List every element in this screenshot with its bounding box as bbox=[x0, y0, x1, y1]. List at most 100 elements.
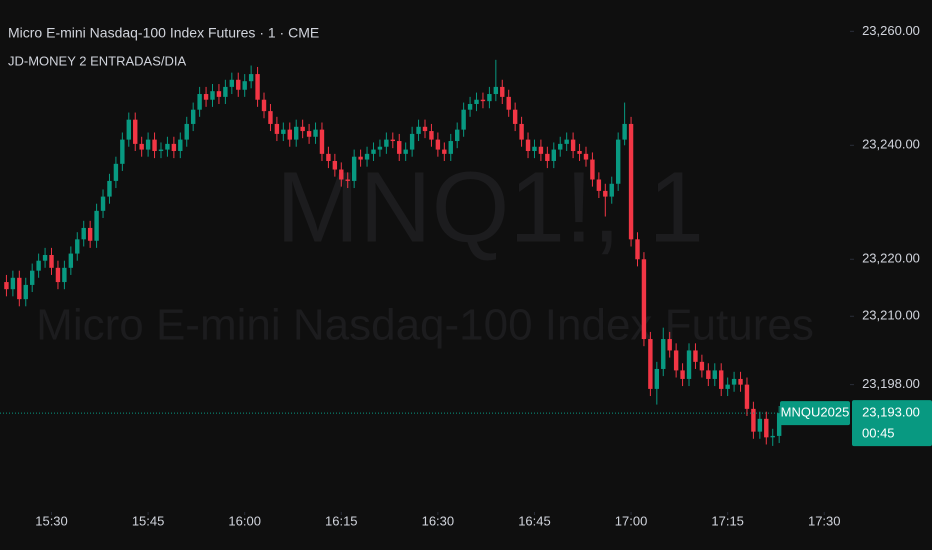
candle-body bbox=[42, 255, 48, 261]
candle-body bbox=[268, 111, 273, 124]
candle-body bbox=[294, 126, 299, 140]
candle-body bbox=[332, 160, 338, 170]
candle-body bbox=[403, 149, 408, 154]
candle-body bbox=[706, 370, 711, 379]
candle-body bbox=[583, 153, 589, 160]
candle-body bbox=[442, 149, 447, 154]
candle-body bbox=[126, 119, 131, 140]
candle-body bbox=[390, 139, 396, 142]
x-tick-label: 16:30 bbox=[422, 513, 455, 528]
x-tick-label: 17:00 bbox=[615, 513, 648, 528]
candle-body bbox=[351, 156, 357, 181]
candle-body bbox=[300, 126, 305, 132]
candle-body bbox=[23, 284, 28, 300]
candle-body bbox=[364, 153, 370, 160]
candle-body bbox=[416, 126, 421, 134]
candle-body bbox=[75, 239, 80, 254]
candle-body bbox=[371, 149, 376, 154]
candle-body bbox=[493, 86, 499, 95]
candle-body bbox=[738, 378, 743, 385]
candle-body bbox=[248, 74, 254, 82]
candle-body bbox=[590, 159, 595, 180]
candle-body bbox=[448, 141, 453, 154]
candle-body bbox=[596, 179, 602, 191]
candle-body bbox=[409, 133, 415, 150]
candle-body bbox=[577, 151, 582, 154]
y-tick-label: 23,210.00 bbox=[862, 308, 920, 323]
candle-body bbox=[165, 143, 170, 150]
candle-body bbox=[190, 109, 196, 124]
candle-body bbox=[744, 384, 750, 409]
chart-title: Micro E-mini Nasdaq-100 Index Futures · … bbox=[8, 25, 319, 41]
candle-body bbox=[512, 109, 518, 124]
last-price-label: 23,193.00 bbox=[862, 405, 920, 420]
candle-body bbox=[474, 99, 479, 104]
candle-body bbox=[384, 139, 389, 147]
indicator-label: JD-MONEY 2 ENTRADAS/DIA bbox=[8, 53, 187, 68]
countdown-label: 00:45 bbox=[862, 426, 895, 441]
candle-body bbox=[223, 86, 228, 97]
candle-body bbox=[229, 79, 235, 87]
candle-body bbox=[345, 179, 350, 181]
candle-body bbox=[87, 227, 93, 241]
candle-body bbox=[287, 129, 292, 140]
candle-body bbox=[36, 260, 41, 271]
candle-body bbox=[725, 384, 730, 389]
candle-body bbox=[178, 139, 183, 152]
candle-body bbox=[525, 139, 531, 152]
candle-body bbox=[49, 255, 54, 268]
candle-body bbox=[397, 141, 402, 154]
candle-body bbox=[319, 129, 325, 154]
candle-body bbox=[216, 91, 222, 97]
candle-body bbox=[29, 270, 35, 285]
y-tick-label: 23,260.00 bbox=[862, 23, 920, 38]
candle-body bbox=[686, 350, 692, 379]
candle-body bbox=[94, 210, 99, 241]
candle-body bbox=[113, 163, 119, 181]
candle-body bbox=[422, 126, 428, 132]
candle-body bbox=[731, 378, 737, 385]
candle-body bbox=[699, 361, 705, 371]
y-tick-label: 23,198.00 bbox=[862, 376, 920, 391]
candle-body bbox=[622, 123, 627, 140]
candle-body bbox=[435, 139, 441, 150]
symbol-label-box bbox=[780, 401, 850, 426]
candle-body bbox=[145, 139, 151, 150]
x-tick-label: 16:00 bbox=[228, 513, 261, 528]
candle-body bbox=[506, 96, 511, 110]
candle-body bbox=[274, 123, 280, 134]
x-tick-label: 17:15 bbox=[711, 513, 744, 528]
candle-body bbox=[480, 99, 486, 102]
candle-body bbox=[197, 94, 202, 110]
candle-body bbox=[500, 86, 505, 97]
plot-area bbox=[4, 59, 782, 446]
watermark-symbol: MNQ1!, 1 bbox=[276, 151, 704, 263]
candle-body bbox=[326, 153, 331, 161]
candle-body bbox=[339, 169, 344, 180]
symbol-label: MNQU2025 bbox=[781, 405, 850, 420]
candle-body bbox=[236, 79, 241, 90]
candle-body bbox=[358, 156, 363, 160]
candle-body bbox=[17, 277, 22, 300]
candle-body bbox=[776, 413, 782, 436]
candle-body bbox=[609, 183, 614, 197]
candle-body bbox=[55, 267, 61, 283]
candle-body bbox=[693, 350, 698, 362]
candle-body bbox=[551, 149, 556, 161]
candle-body bbox=[281, 129, 286, 134]
x-tick-label: 16:15 bbox=[325, 513, 358, 528]
last-price-box bbox=[852, 400, 932, 447]
candle-body bbox=[628, 123, 634, 240]
candle-body bbox=[564, 139, 569, 144]
candle-body bbox=[570, 139, 576, 152]
candle-body bbox=[4, 282, 9, 290]
candle-body bbox=[120, 139, 125, 164]
candle-body bbox=[615, 139, 621, 184]
price-axis bbox=[850, 0, 932, 550]
candle-body bbox=[764, 418, 769, 438]
candle-body bbox=[648, 339, 653, 389]
candle-body bbox=[661, 339, 666, 369]
candle-body bbox=[454, 129, 460, 142]
candle-body bbox=[10, 277, 16, 290]
